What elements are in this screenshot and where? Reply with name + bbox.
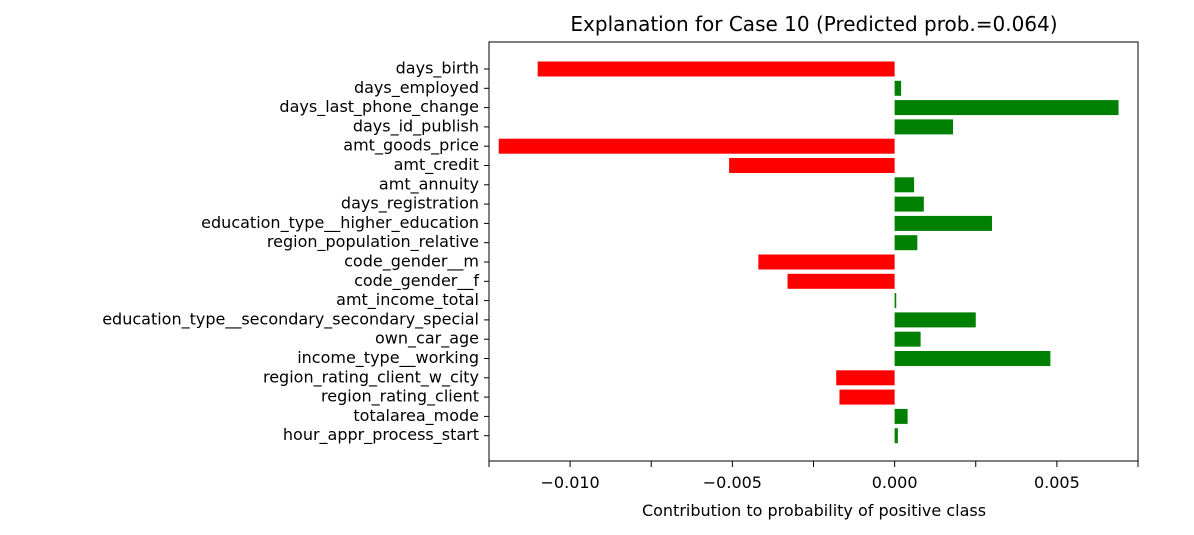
category-label: region_population_relative <box>267 232 479 252</box>
x-tick-label: 0.005 <box>1034 473 1080 492</box>
category-label: code_gender__f <box>354 271 479 291</box>
category-label: amt_credit <box>394 155 479 175</box>
x-tick-label: −0.005 <box>703 473 762 492</box>
bar-code-gender-m <box>758 254 895 270</box>
x-ticks-group: −0.010 −0.005 0.000 0.005 <box>488 461 1139 492</box>
bar-amt-goods-price <box>498 138 895 154</box>
bar-hour-appr-process-start <box>894 428 898 444</box>
x-axis-label: Contribution to probability of positive … <box>642 501 986 520</box>
bar-code-gender-f <box>787 273 895 289</box>
category-label: amt_goods_price <box>343 136 479 156</box>
bar-days-employed <box>894 80 902 96</box>
bars-group <box>498 61 1119 444</box>
category-label: totalarea_mode <box>353 406 479 426</box>
category-label: region_rating_client_w_city <box>263 367 479 387</box>
category-label: amt_income_total <box>336 290 479 310</box>
category-label: education_type__higher_education <box>201 213 479 233</box>
category-label: income_type__working <box>297 348 479 368</box>
x-tick-label: 0.000 <box>872 473 918 492</box>
bar-income-type-working <box>894 351 1051 366</box>
chart-title: Explanation for Case 10 (Predicted prob.… <box>570 12 1057 36</box>
bar-education-type-secondary-secondary-special <box>894 312 976 328</box>
bar-own-car-age <box>894 331 921 347</box>
category-label: education_type__secondary_secondary_spec… <box>102 309 479 329</box>
bar-days-birth <box>537 61 895 77</box>
category-label: hour_appr_process_start <box>283 425 479 445</box>
bar-region-rating-client <box>839 389 895 405</box>
bar-days-registration <box>894 196 924 212</box>
bar-amt-credit <box>729 158 895 173</box>
category-labels-group: days_birthdays_employeddays_last_phone_c… <box>102 59 489 445</box>
category-label: days_registration <box>341 194 479 214</box>
category-label: region_rating_client <box>321 387 479 407</box>
bar-days-last-phone-change <box>894 100 1119 116</box>
bar-region-population-relative <box>894 235 918 251</box>
bar-education-type-higher-education <box>894 215 992 231</box>
category-label: days_employed <box>354 78 479 98</box>
bar-days-id-publish <box>894 119 954 135</box>
category-label: own_car_age <box>375 329 479 349</box>
bar-amt-annuity <box>894 177 915 193</box>
bar-region-rating-client-w-city <box>836 370 895 386</box>
category-label: days_id_publish <box>353 116 479 136</box>
x-tick-label: −0.010 <box>541 473 600 492</box>
category-label: code_gender__m <box>344 252 479 272</box>
bar-amt-income-total <box>894 293 897 309</box>
category-label: days_last_phone_change <box>279 97 479 117</box>
category-label: amt_annuity <box>379 174 479 194</box>
bar-totalarea-mode <box>894 408 908 424</box>
category-label: days_birth <box>396 59 479 79</box>
